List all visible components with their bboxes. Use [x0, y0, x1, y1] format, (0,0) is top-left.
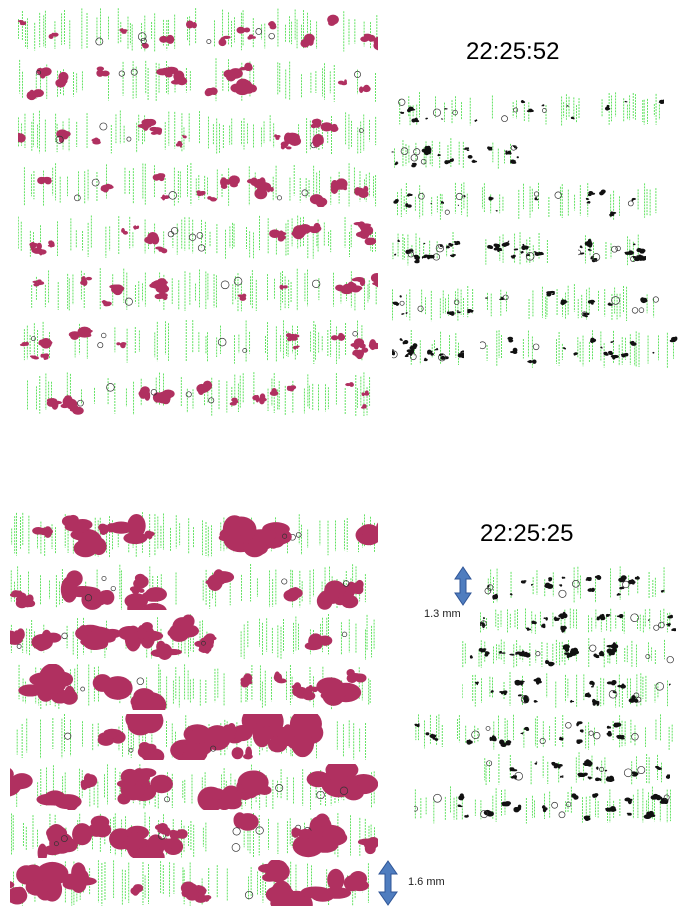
image-strip-panel1-right-1 — [392, 92, 664, 126]
image-strip-panel1-right-2 — [390, 138, 522, 170]
image-strip-panel2-right-4 — [462, 672, 674, 708]
image-strip-panel1-left-6 — [18, 268, 378, 312]
image-strip-panel1-left-5 — [18, 215, 378, 259]
image-strip-panel2-left-4 — [10, 664, 378, 710]
image-strip-panel1-left-2 — [18, 58, 378, 102]
image-strip-panel1-right-6 — [578, 232, 646, 266]
image-strip-panel1-right-8 — [392, 330, 464, 366]
image-strip-panel2-left-5 — [10, 714, 378, 760]
image-strip-panel1-left-4 — [18, 163, 378, 207]
image-strip-panel1-left-1 — [18, 8, 378, 52]
scale-label-1-3mm: 1.3 mm — [424, 608, 461, 620]
scale-arrow-1-3mm — [454, 566, 472, 606]
image-strip-panel1-left-3 — [18, 110, 378, 154]
image-strip-panel2-left-6 — [10, 764, 378, 810]
image-strip-panel2-left-7 — [10, 812, 378, 858]
image-strip-panel2-left-3 — [10, 614, 378, 660]
image-strip-panel2-right-2 — [480, 608, 676, 634]
image-strip-panel1-right-5 — [484, 232, 552, 266]
image-strip-panel2-left-8 — [10, 860, 378, 906]
image-strip-panel1-right-4 — [392, 232, 462, 266]
image-strip-panel2-right-3 — [462, 638, 674, 668]
image-strip-panel2-left-1 — [10, 512, 378, 558]
image-strip-panel1-right-3 — [388, 182, 660, 220]
image-strip-panel2-right-1 — [478, 566, 668, 604]
scale-label-1-6mm: 1.6 mm — [408, 876, 445, 888]
scale-arrow-1-6mm — [378, 860, 398, 906]
image-strip-panel2-right-5 — [414, 714, 676, 750]
timestamp-panel-1: 22:25:52 — [466, 38, 560, 65]
image-strip-panel1-left-8 — [18, 372, 378, 416]
image-strip-panel2-right-6 — [474, 752, 670, 786]
image-strip-panel1-left-7 — [18, 320, 378, 364]
image-strip-panel1-right-7 — [388, 284, 662, 322]
image-strip-panel2-right-7 — [414, 786, 676, 824]
image-strip-panel1-right-9 — [480, 330, 680, 368]
timestamp-panel-2: 22:25:25 — [480, 520, 574, 547]
image-strip-panel2-left-2 — [10, 564, 378, 610]
